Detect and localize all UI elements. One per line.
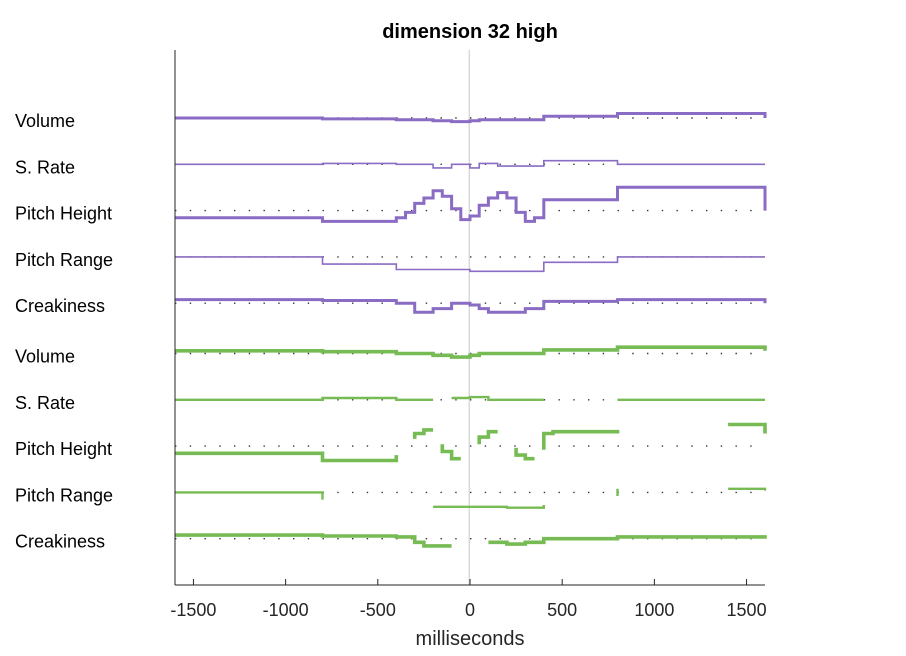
row-label: Pitch Range: [15, 250, 113, 270]
series-line: [175, 185, 767, 223]
series-line: [175, 533, 452, 548]
series-line: [433, 505, 545, 509]
series-line: [440, 444, 461, 461]
row-label: Creakiness: [15, 532, 105, 552]
series-line: [175, 451, 399, 463]
row-label: S. Rate: [15, 393, 75, 413]
series-line: [488, 535, 767, 546]
row-label: Volume: [15, 347, 75, 367]
x-tick-label: 0: [465, 600, 475, 620]
x-tick-label: 1500: [727, 600, 767, 620]
x-axis-ticks: -1500 -1000 -500 0 500 1000 1500: [170, 579, 767, 620]
series-line: [175, 159, 765, 169]
row-label: Volume: [15, 111, 75, 131]
series-line: [175, 396, 434, 401]
row-label: S. Rate: [15, 157, 75, 177]
x-tick-label: 500: [547, 600, 577, 620]
series-line: [412, 428, 434, 439]
series-line: [728, 422, 767, 434]
row-labels: Volume S. Rate Pitch Height Pitch Range Crea…: [15, 111, 113, 552]
series-line: [541, 429, 620, 450]
x-tick-label: 1000: [634, 600, 674, 620]
series-line: [175, 112, 767, 124]
series-line: [175, 491, 324, 500]
series-line: [477, 429, 498, 445]
series-line: [728, 487, 767, 491]
x-tick-label: -1500: [170, 600, 216, 620]
row-label: Pitch Height: [15, 439, 112, 459]
series-line: [451, 395, 544, 401]
series-line: [175, 256, 765, 273]
x-axis-label: milliseconds: [416, 628, 525, 650]
series-line: [514, 447, 535, 461]
series-line: [175, 298, 767, 314]
x-tick-label: -500: [360, 600, 396, 620]
row-label: Creakiness: [15, 296, 105, 316]
series-line: [175, 345, 767, 359]
x-tick-label: -1000: [263, 600, 309, 620]
row-label: Pitch Range: [15, 485, 113, 505]
chart-title: dimension 32 high: [382, 21, 558, 43]
series-layer: [175, 112, 767, 548]
row-label: Pitch Height: [15, 204, 112, 224]
dotted-baselines: [175, 117, 765, 540]
